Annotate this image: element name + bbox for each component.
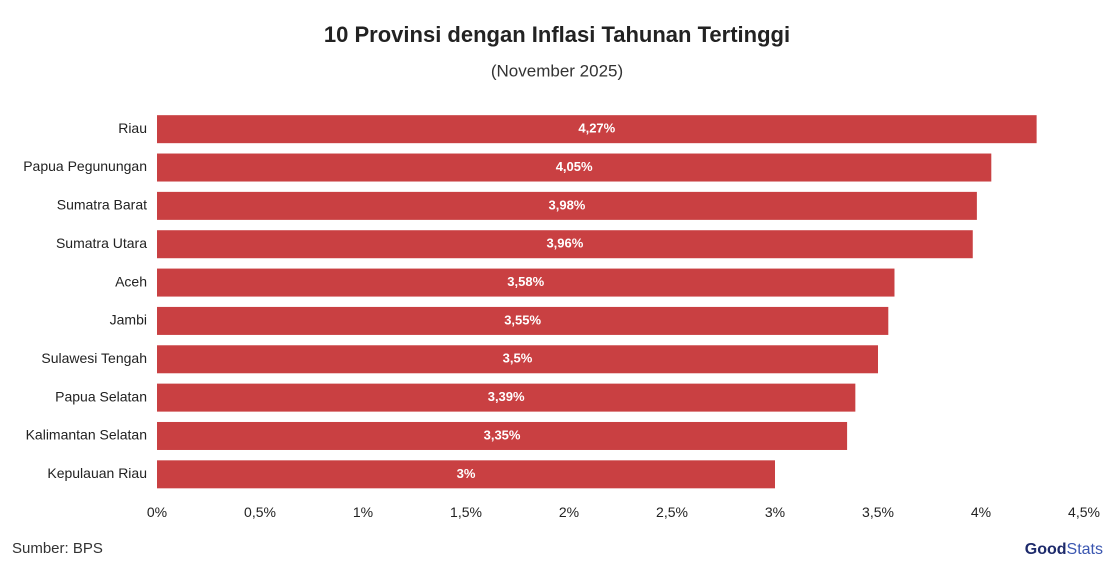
bar bbox=[157, 460, 775, 489]
value-label: 3,98% bbox=[549, 197, 586, 212]
category-label: Papua Pegunungan bbox=[23, 158, 147, 174]
bar bbox=[157, 345, 878, 374]
category-label: Sulawesi Tengah bbox=[41, 350, 147, 366]
bar bbox=[157, 383, 856, 412]
x-tick-label: 2,5% bbox=[656, 504, 688, 520]
bar bbox=[157, 115, 1037, 144]
category-label: Kalimantan Selatan bbox=[26, 427, 147, 443]
value-label: 3,5% bbox=[503, 351, 533, 366]
x-tick-label: 0,5% bbox=[244, 504, 276, 520]
category-label: Papua Selatan bbox=[55, 388, 147, 404]
value-label: 3,58% bbox=[507, 274, 544, 289]
category-label: Jambi bbox=[110, 312, 147, 328]
bar bbox=[157, 230, 973, 259]
logo-good: Good bbox=[1025, 541, 1067, 558]
x-tick-label: 1% bbox=[353, 504, 373, 520]
value-label: 3,55% bbox=[504, 312, 541, 327]
category-label: Riau bbox=[118, 120, 147, 136]
category-label: Kepulauan Riau bbox=[47, 465, 147, 481]
value-label: 3,96% bbox=[546, 236, 583, 251]
bar bbox=[157, 153, 992, 182]
x-tick-label: 4% bbox=[971, 504, 991, 520]
chart-subtitle: (November 2025) bbox=[491, 61, 623, 80]
bar bbox=[157, 306, 889, 335]
value-label: 4,05% bbox=[556, 159, 593, 174]
value-label: 3,35% bbox=[484, 427, 521, 442]
value-label: 4,27% bbox=[578, 121, 615, 136]
category-label: Aceh bbox=[115, 273, 147, 289]
x-tick-label: 4,5% bbox=[1068, 504, 1100, 520]
x-tick-label: 1,5% bbox=[450, 504, 482, 520]
x-tick-label: 3% bbox=[765, 504, 785, 520]
x-tick-label: 0% bbox=[147, 504, 167, 520]
bar bbox=[157, 191, 977, 220]
x-tick-label: 3,5% bbox=[862, 504, 894, 520]
logo-stats: Stats bbox=[1067, 541, 1103, 558]
value-label: 3,39% bbox=[488, 389, 525, 404]
value-label: 3% bbox=[457, 466, 476, 481]
category-label: Sumatra Utara bbox=[56, 235, 147, 251]
category-label: Sumatra Barat bbox=[57, 197, 147, 213]
chart-title: 10 Provinsi dengan Inflasi Tahunan Terti… bbox=[324, 22, 790, 47]
bar bbox=[157, 268, 895, 297]
source: Sumber: BPS bbox=[12, 540, 103, 557]
x-tick-label: 2% bbox=[559, 504, 579, 520]
bar bbox=[157, 421, 848, 450]
logo: GoodStats bbox=[1025, 541, 1103, 558]
